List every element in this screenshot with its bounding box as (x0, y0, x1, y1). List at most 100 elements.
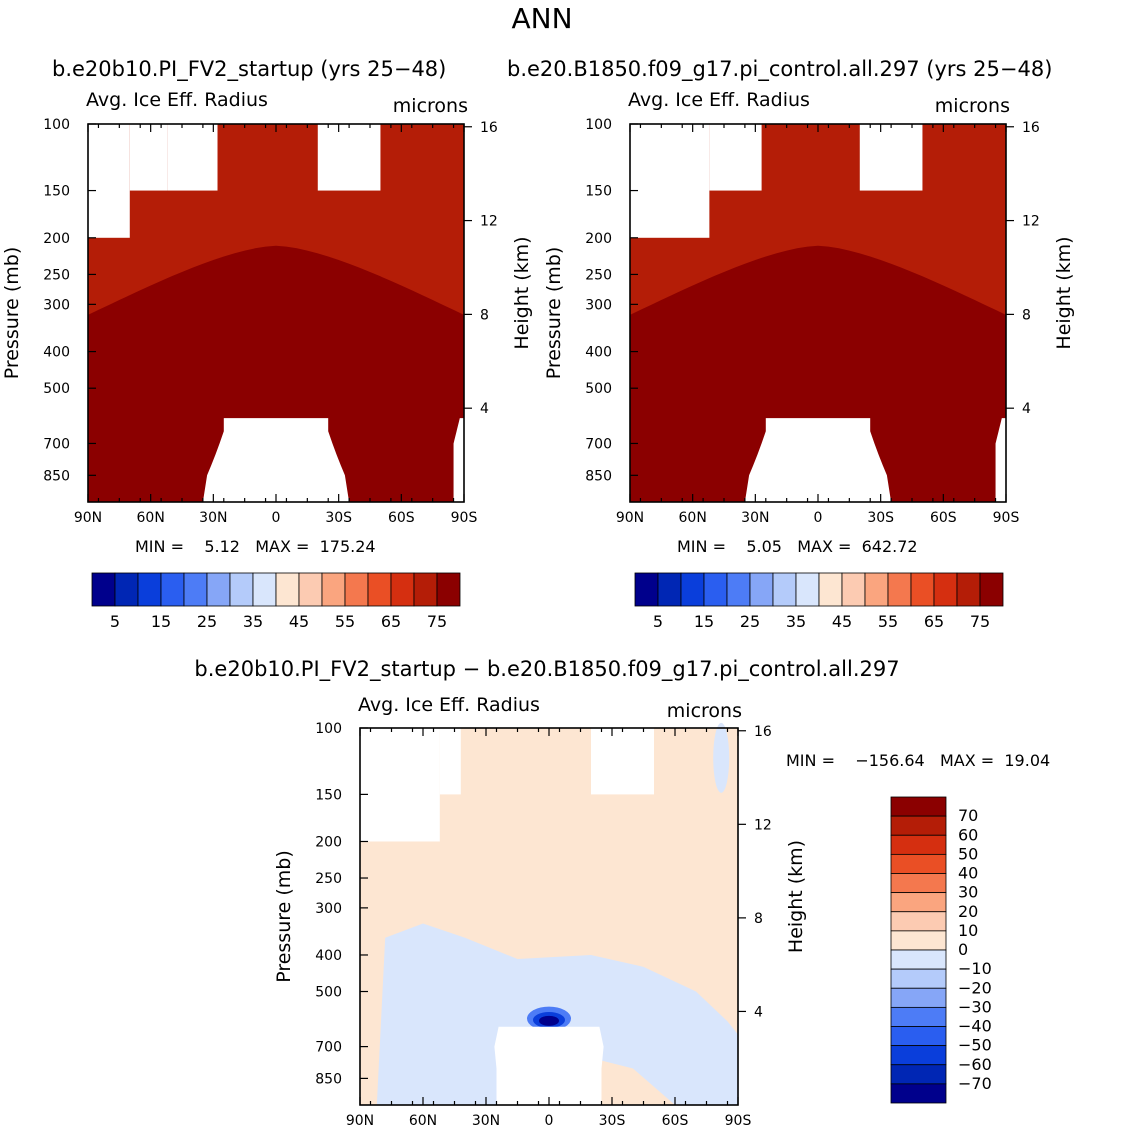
units-label-right: microns (935, 95, 1010, 117)
colorbar-label-6: 65 (924, 612, 944, 631)
y-tick-label-1: 150 (585, 184, 612, 200)
colorbar-label-5: 55 (878, 612, 898, 631)
plot-title-left: Avg. Ice Eff. Radius (86, 89, 268, 111)
x-tick-label-1: 60N (137, 510, 165, 526)
colorbar-label-1: 60 (958, 825, 978, 844)
y-axis-label-right: Pressure (mb) (543, 247, 565, 380)
colorbar-swatch (890, 968, 947, 989)
colorbar-swatch (436, 572, 461, 607)
x-tick-label-1: 60N (679, 510, 707, 526)
units-label-diff: microns (667, 700, 742, 722)
y2-tick-label-3: 4 (480, 401, 489, 417)
y2-tick-label-2: 8 (754, 911, 763, 927)
minmax-right: MIN = 5.05 MAX = 642.72 (677, 537, 918, 556)
max-value: 175.24 (315, 537, 376, 556)
y-tick-label-1: 150 (315, 787, 342, 803)
max-value: 642.72 (857, 537, 918, 556)
colorbar-label-2: 50 (958, 844, 978, 863)
colorbar-swatch (890, 1045, 947, 1066)
colorbar-swatch (91, 572, 116, 607)
x-tick-label-4: 30S (325, 510, 352, 526)
x-tick-label-2: 30N (199, 510, 227, 526)
colorbar-swatch (252, 572, 277, 607)
min-label: MIN = (677, 537, 741, 556)
colorbar-swatch (890, 1083, 947, 1104)
y-tick-label-2: 200 (315, 834, 342, 850)
band-neg10-top (713, 722, 730, 793)
colorbar-swatch (890, 1006, 947, 1027)
mask-topo (202, 418, 350, 502)
y-tick-label-5: 400 (585, 345, 612, 361)
y-tick-label-8: 850 (43, 468, 70, 484)
colorbar-label-5: 55 (335, 612, 355, 631)
colorbar-label-2: 25 (740, 612, 760, 631)
x-tick-label-6: 90S (725, 1113, 752, 1129)
panel-right: Avg. Ice Eff. Radius microns 90N 60N 30N 0 30S… (543, 89, 1075, 631)
mask-top-0 (88, 124, 130, 238)
colorbar-label-0: 5 (110, 612, 120, 631)
minmax-diff: MIN = −156.64 MAX = 19.04 (786, 751, 1050, 770)
colorbar-swatch (910, 572, 935, 607)
x-tick-label-4: 30S (599, 1113, 626, 1129)
y-tick-label-1: 150 (43, 184, 70, 200)
min-value: 5.12 (199, 537, 240, 556)
colorbar-swatch (772, 572, 797, 607)
y-tick-label-4: 300 (43, 297, 70, 313)
colorbar-label-2: 25 (197, 612, 217, 631)
x-tick-label-5: 60S (388, 510, 415, 526)
x-tick-label-0: 90N (616, 510, 644, 526)
mask-top-1 (129, 124, 168, 191)
colorbar-label-9: −20 (958, 978, 992, 997)
y-tick-label-5: 400 (315, 948, 342, 964)
y2-tick-label-2: 8 (480, 307, 489, 323)
colorbar-swatch (275, 572, 300, 607)
colorbar-label-3: 35 (243, 612, 263, 631)
panels: Avg. Ice Eff. Radius microns 90N 60N 30N 0 30S… (1, 89, 1075, 1129)
colorbar-label-7: 75 (970, 612, 990, 631)
y-tick-label-7: 700 (585, 436, 612, 452)
colorbar-label-6: 10 (958, 921, 978, 940)
y2-tick-label-1: 12 (754, 817, 772, 833)
colorbar-label-10: −30 (958, 997, 992, 1016)
colorbar-swatch (864, 572, 889, 607)
colorbar-swatch (413, 572, 438, 607)
colorbar-swatch (114, 572, 139, 607)
colorbar-swatch (933, 572, 958, 607)
colorbar-swatch (887, 572, 912, 607)
colorbar-swatch (890, 1026, 947, 1047)
colorbar-swatch (206, 572, 231, 607)
colorbar-label-14: −70 (958, 1074, 992, 1093)
colorbar-label-3: 35 (786, 612, 806, 631)
colorbar-swatch (344, 572, 369, 607)
mask-top-2 (859, 124, 923, 191)
y2-tick-label-0: 16 (1022, 120, 1040, 136)
x-tick-label-2: 30N (472, 1113, 500, 1129)
colorbar-label-7: 0 (958, 940, 968, 959)
colorbar-label-7: 75 (427, 612, 447, 631)
colorbar-swatch (321, 572, 346, 607)
y-tick-label-6: 500 (315, 985, 342, 1001)
colorbar-swatch (890, 892, 947, 913)
y-tick-label-8: 850 (315, 1071, 342, 1087)
colorbar-swatch (890, 815, 947, 836)
min-label: MIN = (786, 751, 850, 770)
x-tick-label-4: 30S (867, 510, 894, 526)
max-label: MAX = (240, 537, 315, 556)
colorbar-swatch (634, 572, 659, 607)
colorbar-swatch (183, 572, 208, 607)
colorbar-label-11: −40 (958, 1017, 992, 1036)
right-case-title: b.e20.B1850.f09_g17.pi_control.all.297 (… (507, 57, 1052, 82)
y-tick-label-8: 850 (585, 468, 612, 484)
x-tick-label-1: 60N (409, 1113, 437, 1129)
y2-tick-label-3: 4 (1022, 401, 1031, 417)
x-tick-label-3: 0 (814, 510, 823, 526)
colorbar-swatch (979, 572, 1004, 607)
y2-axis-label-diff: Height (km) (785, 840, 807, 953)
mask-top-1 (709, 124, 762, 191)
band-core-max (539, 1015, 559, 1026)
y-tick-label-5: 400 (43, 345, 70, 361)
colorbar-swatch (890, 834, 947, 855)
colorbar-swatch (890, 873, 947, 894)
y-tick-label-0: 100 (43, 117, 70, 133)
